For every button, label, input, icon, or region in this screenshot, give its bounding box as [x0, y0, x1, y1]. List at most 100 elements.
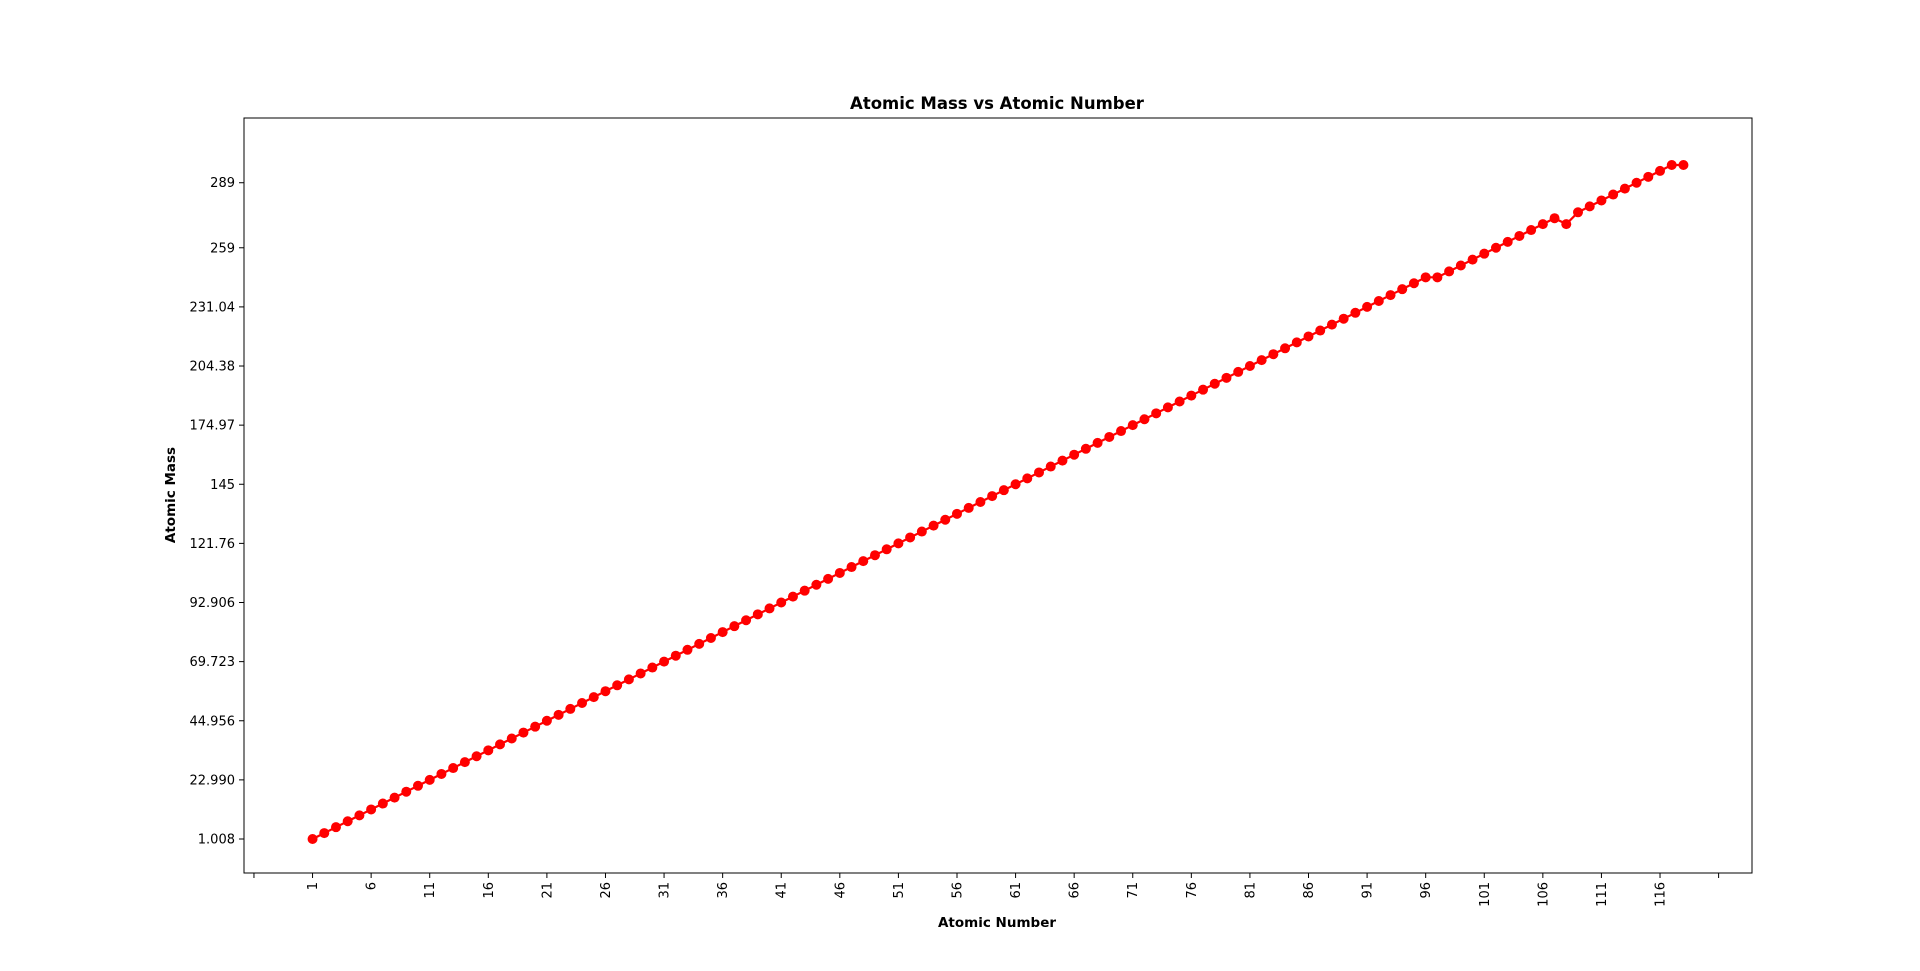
data-point: [1502, 236, 1513, 247]
y-tick-label: 69.723: [190, 655, 236, 670]
data-point: [1198, 384, 1209, 395]
data-point: [1326, 319, 1337, 330]
y-tick-label: 231.04: [190, 300, 236, 315]
data-point: [1643, 171, 1654, 182]
data-point: [354, 810, 365, 821]
data-point: [987, 491, 998, 502]
data-point: [869, 550, 880, 561]
data-point: [1092, 437, 1103, 448]
data-point: [717, 627, 728, 638]
data-point: [565, 703, 576, 714]
data-point: [823, 573, 834, 584]
data-point: [1596, 195, 1607, 206]
x-tick-label: 66: [1068, 882, 1083, 899]
data-point: [787, 591, 798, 602]
x-tick-label: 6: [365, 882, 380, 890]
x-tick-label: 46: [833, 882, 848, 899]
data-point: [998, 485, 1009, 496]
x-tick-label: 31: [658, 882, 673, 899]
data-point: [436, 768, 447, 779]
data-point: [1244, 361, 1255, 372]
y-axis-ticks: 1.008 22.990 44.956 69.723 92.906 121.76 145 17…: [190, 176, 244, 848]
x-tick-label: 101: [1478, 882, 1493, 907]
x-tick-label: 51: [892, 882, 907, 899]
data-point: [1233, 366, 1244, 377]
data-point: [1291, 337, 1302, 348]
data-point: [1151, 408, 1162, 419]
y-tick-label: 145: [210, 478, 235, 493]
data-point: [846, 562, 857, 573]
data-point: [1444, 266, 1455, 277]
data-point: [1537, 219, 1548, 230]
y-tick-label: 1.008: [198, 833, 235, 848]
data-point: [1338, 313, 1349, 324]
chart-title: Atomic Mass vs Atomic Number: [850, 94, 1145, 113]
data-point: [764, 603, 775, 614]
data-point: [834, 567, 845, 578]
data-point: [1221, 372, 1232, 383]
y-tick-label: 259: [210, 241, 235, 256]
data-point: [530, 721, 541, 732]
data-point: [975, 497, 986, 507]
data-point: [1350, 307, 1361, 318]
data-point: [518, 727, 529, 738]
data-point: [752, 609, 763, 620]
data-point: [1561, 219, 1572, 230]
data-point: [858, 556, 869, 567]
data-point: [1209, 378, 1220, 389]
data-point: [1174, 396, 1185, 407]
data-point: [905, 532, 916, 543]
data-point: [389, 792, 400, 803]
x-tick-label: 81: [1243, 882, 1258, 899]
data-point: [483, 745, 494, 756]
data-point: [1455, 260, 1466, 271]
data-point: [1080, 443, 1091, 454]
data-point: [729, 621, 740, 632]
data-point: [1022, 473, 1033, 484]
data-point: [1104, 431, 1115, 442]
x-tick-label: 21: [540, 882, 555, 899]
y-tick-label: 44.956: [190, 714, 236, 729]
y-tick-label: 92.906: [190, 596, 236, 611]
data-point: [413, 780, 423, 791]
data-point: [1034, 467, 1045, 478]
data-point: [1619, 183, 1630, 194]
data-point: [1631, 177, 1642, 188]
data-point: [1280, 343, 1291, 354]
x-axis-label: Atomic Number: [938, 915, 1056, 931]
data-point: [1584, 201, 1595, 212]
data-point: [424, 774, 435, 785]
data-point: [1608, 189, 1619, 200]
data-point: [635, 668, 646, 679]
data-point: [1432, 272, 1443, 283]
data-point: [963, 502, 974, 513]
data-point: [1408, 278, 1419, 289]
y-tick-label: 22.990: [190, 773, 236, 788]
data-point: [1678, 160, 1689, 170]
x-tick-label: 61: [1009, 882, 1024, 899]
data-point: [553, 709, 564, 720]
x-tick-label: 26: [599, 882, 614, 899]
data-point: [366, 804, 377, 815]
data-point: [928, 520, 939, 531]
data-point: [694, 638, 705, 649]
data-point: [1116, 426, 1127, 437]
data-point: [1139, 414, 1150, 425]
data-point: [776, 597, 787, 608]
data-point: [1303, 331, 1314, 342]
data-point: [577, 698, 588, 709]
data-point: [705, 632, 716, 643]
x-tick-label: 41: [775, 882, 790, 899]
data-point: [1315, 325, 1326, 336]
data-point: [600, 686, 611, 697]
y-axis-label: Atomic Mass: [163, 447, 179, 543]
data-point: [342, 816, 353, 827]
data-point: [1397, 284, 1408, 295]
data-point: [1479, 248, 1490, 259]
data-point: [401, 786, 412, 797]
x-tick-label: 116: [1654, 882, 1669, 907]
data-point: [330, 822, 341, 833]
data-point: [647, 662, 658, 673]
